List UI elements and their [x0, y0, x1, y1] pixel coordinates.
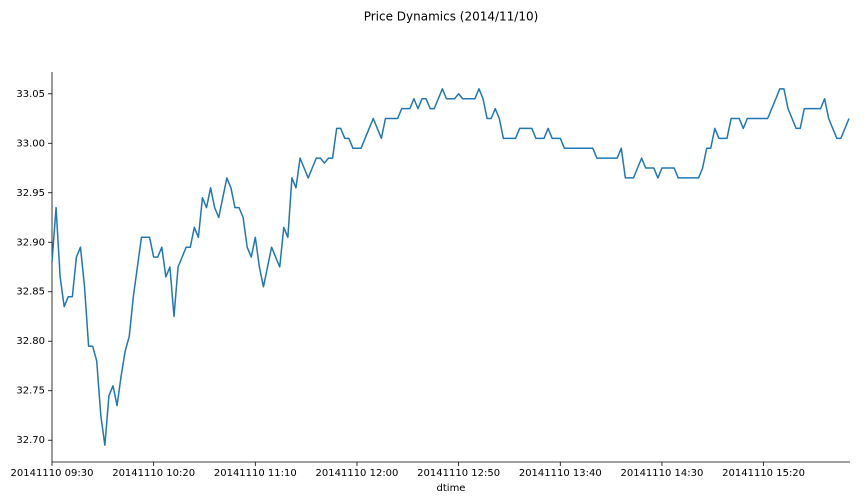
y-tick-label: 32.90 [16, 237, 45, 248]
y-tick-label: 32.85 [16, 287, 45, 298]
x-tick-label: 20141110 09:30 [11, 468, 94, 479]
y-tick-label: 33.00 [16, 138, 45, 149]
x-axis-label: dtime [437, 483, 466, 494]
x-tick-label: 20141110 11:10 [214, 468, 297, 479]
y-tick-label: 32.70 [16, 435, 45, 446]
y-tick-label: 32.75 [16, 386, 45, 397]
y-tick-label: 32.95 [16, 188, 45, 199]
x-tick-label: 20141110 14:30 [620, 468, 703, 479]
x-tick-label: 20141110 10:20 [112, 468, 195, 479]
chart-title: Price Dynamics (2014/11/10) [364, 10, 539, 24]
price-line [51, 88, 850, 446]
x-tick-label: 20141110 13:40 [519, 468, 602, 479]
x-tick-label: 20141110 12:50 [417, 468, 500, 479]
x-tick-label: 20141110 12:00 [316, 468, 399, 479]
x-tick-label: 20141110 15:20 [722, 468, 805, 479]
y-tick-label: 33.05 [16, 89, 45, 100]
y-tick-label: 32.80 [16, 336, 45, 347]
